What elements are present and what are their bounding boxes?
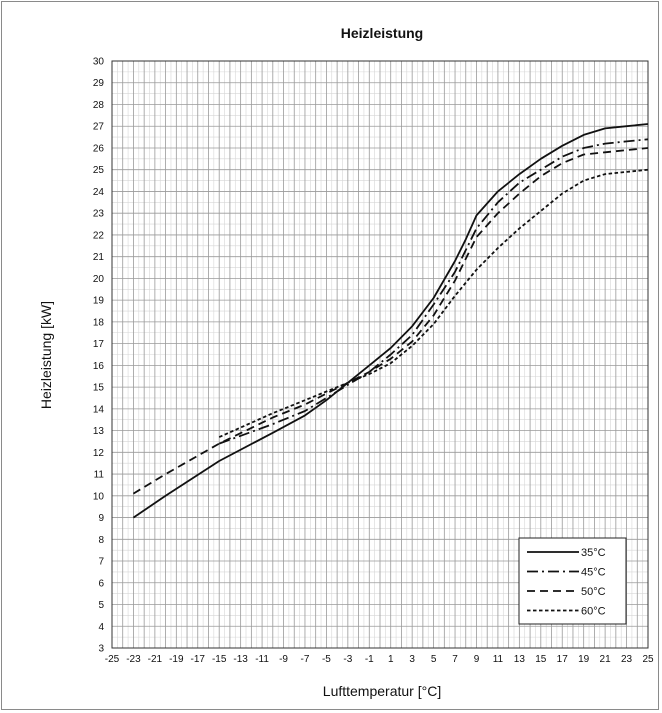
x-axis-label: Lufttemperatur [°C] xyxy=(323,683,441,699)
x-tick-label: -15 xyxy=(212,654,227,665)
y-tick-label: 20 xyxy=(93,274,105,285)
x-tick-label: -9 xyxy=(279,654,288,665)
x-tick-label: -13 xyxy=(233,654,248,665)
x-tick-label: 1 xyxy=(388,654,394,665)
y-tick-label: 25 xyxy=(93,165,105,176)
y-tick-label: 17 xyxy=(93,339,105,350)
x-tick-label: 19 xyxy=(578,654,590,665)
x-tick-label: 21 xyxy=(600,654,612,665)
legend-label: 50°C xyxy=(581,586,606,598)
series-lines xyxy=(132,123,649,519)
x-tick-label: -5 xyxy=(322,654,331,665)
x-tick-label: -21 xyxy=(148,654,163,665)
x-tick-label: -3 xyxy=(343,654,352,665)
x-tick-label: 15 xyxy=(535,654,547,665)
x-tick-label: -7 xyxy=(301,654,310,665)
x-tick-label: 25 xyxy=(642,654,654,665)
y-axis-label: Heizleistung [kW] xyxy=(38,301,54,409)
x-tick-label: -25 xyxy=(105,654,120,665)
y-tick-label: 13 xyxy=(93,426,105,437)
x-tick-label: -19 xyxy=(169,654,184,665)
y-tick-label: 22 xyxy=(93,230,105,241)
legend-label: 35°C xyxy=(581,547,606,559)
x-tick-label: 9 xyxy=(474,654,480,665)
y-tick-label: 6 xyxy=(98,578,104,589)
y-tick-label: 8 xyxy=(98,535,104,546)
legend-label: 45°C xyxy=(581,567,606,579)
y-tick-label: 5 xyxy=(98,600,104,611)
y-tick-label: 4 xyxy=(98,622,104,633)
y-tick-label: 19 xyxy=(93,296,105,307)
series-line-50c xyxy=(132,147,649,495)
y-tick-label: 14 xyxy=(93,404,105,415)
y-tick-label: 27 xyxy=(93,122,105,133)
y-tick-label: 16 xyxy=(93,361,105,372)
x-tick-label: 11 xyxy=(493,654,504,665)
y-tick-label: 10 xyxy=(93,491,105,502)
y-tick-label: 23 xyxy=(93,209,105,220)
y-tick-label: 30 xyxy=(93,57,105,68)
x-tick-label: -1 xyxy=(365,654,374,665)
x-tick-label: 13 xyxy=(514,654,526,665)
grid-minor xyxy=(112,61,648,648)
y-tick-label: 29 xyxy=(93,78,105,89)
y-tick-label: 3 xyxy=(98,644,104,655)
x-tick-label: 3 xyxy=(409,654,415,665)
x-tick-label: 17 xyxy=(557,654,569,665)
y-tick-label: 28 xyxy=(93,100,105,111)
y-tick-label: 11 xyxy=(94,470,105,481)
x-tick-label: -17 xyxy=(191,654,206,665)
x-tick-label: 7 xyxy=(452,654,458,665)
y-tick-label: 21 xyxy=(93,252,105,263)
x-tick-label: -23 xyxy=(126,654,141,665)
x-tick-label: 5 xyxy=(431,654,437,665)
legend-label: 60°C xyxy=(581,606,606,618)
x-tick-label: 23 xyxy=(621,654,633,665)
y-tick-label: 12 xyxy=(93,448,105,459)
series-line-35c xyxy=(132,123,649,519)
y-tick-label: 9 xyxy=(98,513,104,524)
y-tick-labels: 3 4 5 6 7 8 9 10 11 12 13 14 15 16 17 18 19 20 21 22 23 24 25 2… xyxy=(93,57,105,655)
x-tick-label: -11 xyxy=(255,654,269,665)
series-line-45c xyxy=(218,138,649,445)
y-tick-label: 18 xyxy=(93,317,105,328)
legend: 35°C 45°C 50°C 60°C xyxy=(518,537,627,625)
x-tick-labels: -25 -23 -21 -19 -17 -15 -13 -11 -9 -7 -5 -3 -1 1 3 5 7 9 1… xyxy=(105,654,654,665)
y-tick-label: 26 xyxy=(93,143,105,154)
plot-border xyxy=(111,60,649,649)
chart-title: Heizleistung xyxy=(341,25,423,41)
y-tick-label: 24 xyxy=(93,187,105,198)
y-tick-label: 15 xyxy=(93,383,105,394)
series-line-60c xyxy=(218,168,649,438)
y-tick-label: 7 xyxy=(98,557,104,568)
